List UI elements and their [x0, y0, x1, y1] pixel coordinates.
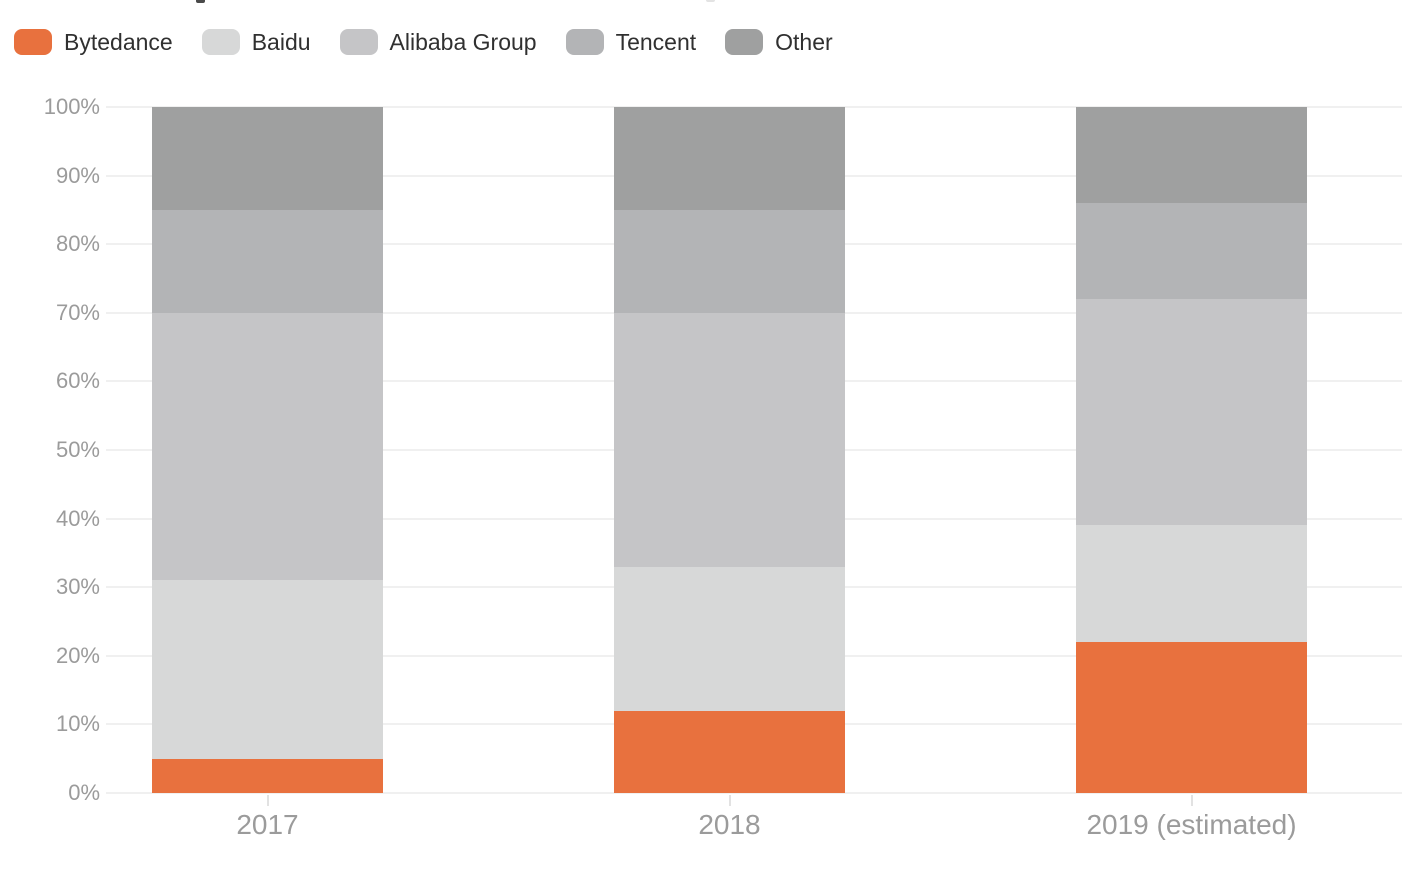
y-axis-tick-label: 90% — [55, 162, 100, 188]
legend-label: Alibaba Group — [389, 29, 537, 55]
clipped-title-fragment — [196, 0, 205, 3]
gridline-0 — [106, 792, 1402, 794]
legend-swatch-icon — [14, 29, 52, 55]
legend-item-tencent: Tencent — [565, 29, 697, 55]
bar-segment-alibaba-group-2019-estimated- — [1076, 299, 1307, 526]
bar-segment-tencent-2019-estimated- — [1076, 203, 1307, 300]
bar-segment-baidu-2017 — [152, 580, 383, 759]
y-axis-tick-label: 70% — [55, 299, 100, 325]
bar-segment-bytedance-2019-estimated- — [1076, 642, 1307, 793]
x-axis-category-label: 2018 — [698, 809, 761, 840]
bar-segment-tencent-2017 — [152, 209, 383, 313]
x-axis-tick — [728, 795, 731, 806]
bar-segment-alibaba-group-2017 — [152, 312, 383, 581]
legend-swatch-icon — [725, 29, 764, 55]
bar-segment-bytedance-2017 — [152, 758, 383, 793]
legend-label: Other — [775, 29, 833, 55]
bar-segment-baidu-2018 — [614, 566, 845, 711]
bar-segment-other-2018 — [614, 107, 845, 210]
y-axis-tick-label: 10% — [55, 711, 100, 737]
x-axis-tick — [266, 795, 269, 806]
y-axis-tick-label: 30% — [55, 574, 100, 600]
x-axis-category-label: 2019 (estimated) — [1086, 809, 1297, 840]
y-axis-tick-label: 80% — [55, 231, 100, 257]
bar-segment-other-2017 — [152, 107, 383, 210]
bar-segment-other-2019-estimated- — [1076, 107, 1307, 204]
y-axis-tick-label: 100% — [43, 94, 100, 119]
x-axis-tick — [1190, 795, 1193, 806]
legend-swatch-icon — [339, 29, 378, 55]
y-axis-tick-label: 60% — [55, 368, 100, 394]
bar-segment-bytedance-2018 — [614, 710, 845, 793]
bar-segment-alibaba-group-2018 — [614, 312, 845, 567]
legend-swatch-icon — [201, 29, 240, 55]
y-axis-tick-label: 40% — [55, 505, 100, 531]
x-axis-category-label: 2017 — [236, 809, 299, 840]
legend-label: Bytedance — [64, 29, 173, 55]
chart-legend: Bytedance Baidu Alibaba Group Tencent Other — [14, 29, 833, 55]
y-axis-tick-label: 0% — [68, 780, 100, 805]
legend-item-other: Other — [725, 29, 833, 55]
legend-swatch-icon — [565, 29, 604, 55]
legend-item-bytedance: Bytedance — [14, 29, 173, 55]
y-axis-tick-label: 50% — [55, 437, 100, 462]
bar-segment-baidu-2019-estimated- — [1076, 525, 1307, 643]
clipped-title-fragment — [706, 0, 715, 2]
legend-item-baidu: Baidu — [201, 29, 311, 55]
legend-label: Baidu — [251, 29, 311, 55]
bar-segment-tencent-2018 — [614, 209, 845, 313]
legend-item-alibaba-group: Alibaba Group — [339, 29, 537, 55]
y-axis-tick-label: 20% — [55, 642, 100, 668]
legend-label: Tencent — [615, 29, 697, 55]
